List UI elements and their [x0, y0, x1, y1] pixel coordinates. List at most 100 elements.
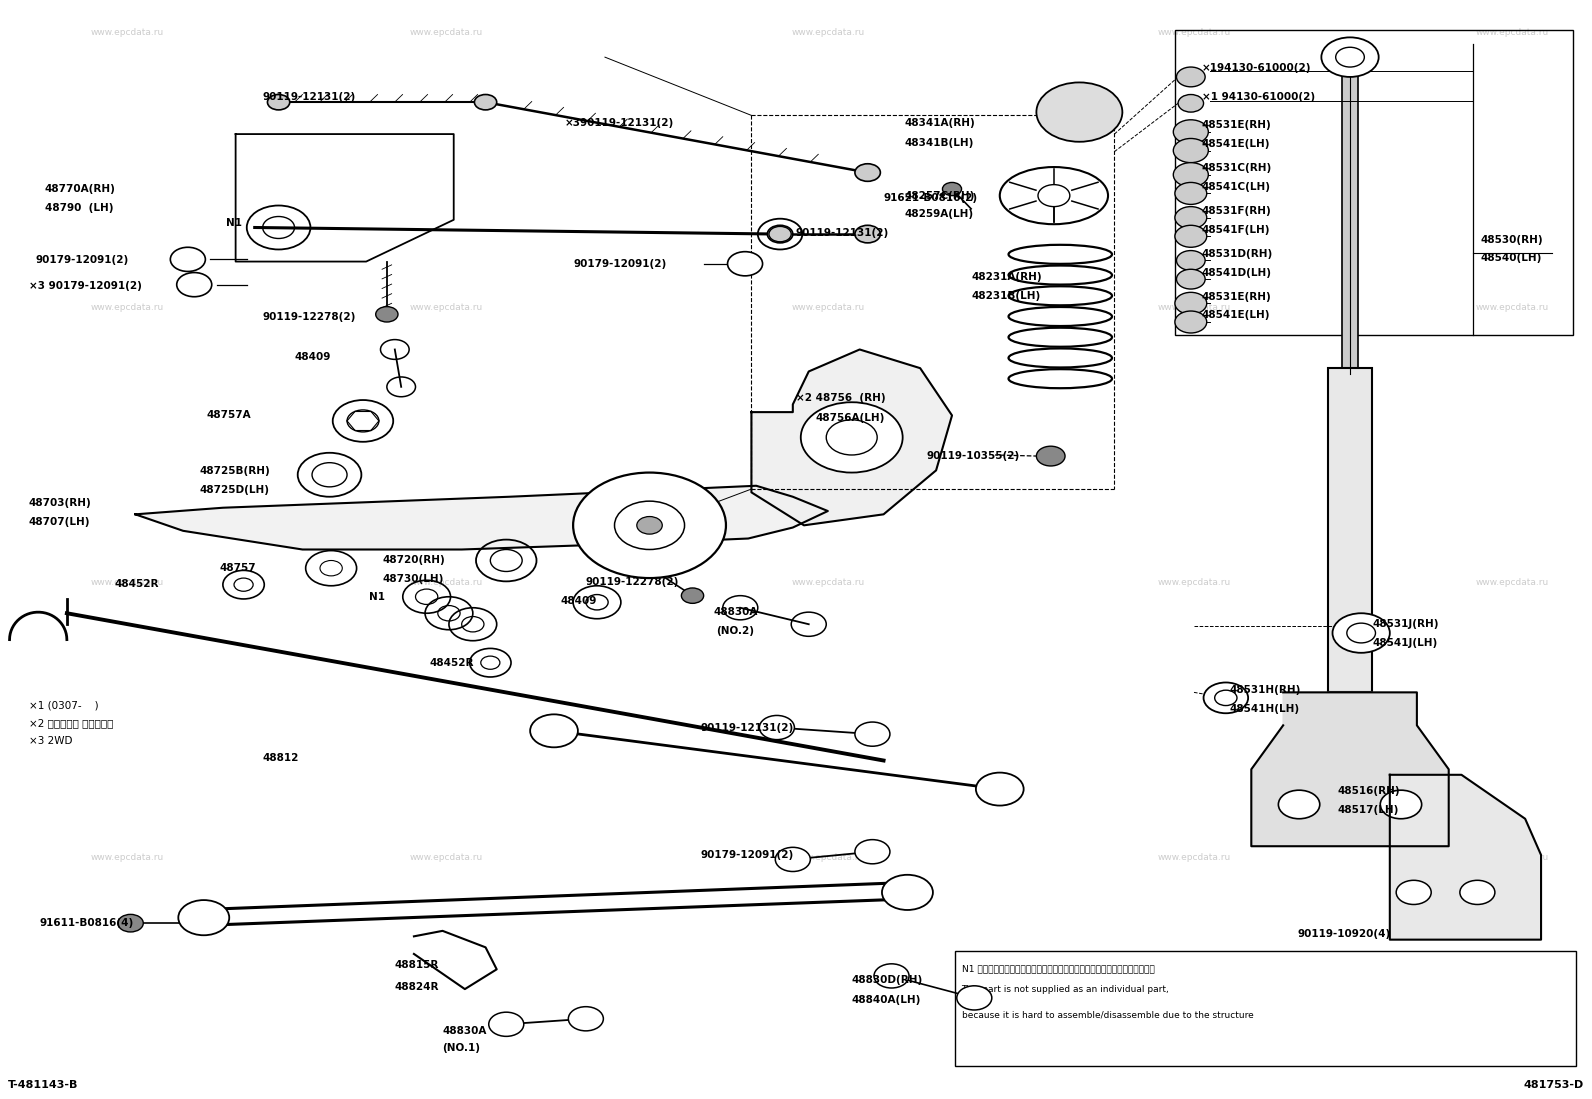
Text: 48830A: 48830A: [443, 1025, 487, 1036]
Text: 48257C(RH): 48257C(RH): [904, 190, 974, 201]
Circle shape: [1204, 682, 1248, 713]
Circle shape: [1396, 880, 1431, 904]
Circle shape: [1175, 182, 1207, 204]
Text: 48541J(LH): 48541J(LH): [1372, 637, 1438, 648]
Text: 48830D(RH): 48830D(RH): [852, 975, 923, 986]
Polygon shape: [1390, 775, 1541, 940]
Text: 48531E(RH): 48531E(RH): [1202, 120, 1272, 131]
Circle shape: [855, 840, 890, 864]
Text: www.epcdata.ru: www.epcdata.ru: [1157, 578, 1231, 587]
Text: www.epcdata.ru: www.epcdata.ru: [1476, 303, 1549, 312]
Text: 48541D(LH): 48541D(LH): [1202, 267, 1272, 278]
Text: 48409: 48409: [295, 352, 331, 363]
Text: 48452R: 48452R: [115, 578, 159, 589]
Text: 48541E(LH): 48541E(LH): [1202, 310, 1270, 321]
Polygon shape: [751, 349, 952, 525]
Circle shape: [1321, 37, 1379, 77]
Text: 90179-12091(2): 90179-12091(2): [35, 255, 129, 266]
Circle shape: [1176, 269, 1205, 289]
Text: T-481143-B: T-481143-B: [8, 1080, 78, 1090]
Text: 48517(LH): 48517(LH): [1337, 804, 1399, 815]
Text: 90119-12131(2): 90119-12131(2): [700, 722, 794, 733]
Text: 91621-B0816(2): 91621-B0816(2): [884, 192, 977, 203]
Text: 48720(RH): 48720(RH): [382, 555, 444, 566]
Circle shape: [855, 164, 880, 181]
Circle shape: [1175, 292, 1207, 314]
Circle shape: [1175, 311, 1207, 333]
Circle shape: [118, 914, 143, 932]
Text: 48790  (LH): 48790 (LH): [45, 202, 113, 213]
Circle shape: [1036, 446, 1065, 466]
Text: 90119-12131(2): 90119-12131(2): [796, 227, 890, 238]
Text: ×2 48756  (RH): ×2 48756 (RH): [796, 392, 885, 403]
Circle shape: [759, 715, 794, 740]
Text: 48341A(RH): 48341A(RH): [904, 118, 974, 129]
Text: 48530(RH): 48530(RH): [1481, 234, 1543, 245]
Text: (NO.1): (NO.1): [443, 1043, 481, 1054]
Text: 48409: 48409: [560, 596, 597, 607]
Circle shape: [1178, 95, 1204, 112]
Circle shape: [1036, 82, 1122, 142]
Text: N1: N1: [369, 591, 385, 602]
Polygon shape: [1251, 692, 1449, 846]
Text: 48541F(LH): 48541F(LH): [1202, 224, 1270, 235]
Circle shape: [1038, 185, 1070, 207]
Circle shape: [223, 570, 264, 599]
Text: N1 この部品は構造上分解・組付けが困難なため、単品では補充していません: N1 この部品は構造上分解・組付けが困難なため、単品では補充していません: [962, 965, 1154, 974]
Circle shape: [855, 722, 890, 746]
Circle shape: [1175, 225, 1207, 247]
Text: 48812: 48812: [263, 753, 299, 764]
Text: www.epcdata.ru: www.epcdata.ru: [409, 29, 482, 37]
Text: 48541E(LH): 48541E(LH): [1202, 138, 1270, 149]
Circle shape: [1278, 790, 1320, 819]
Text: www.epcdata.ru: www.epcdata.ru: [91, 853, 164, 862]
Text: 48840A(LH): 48840A(LH): [852, 995, 922, 1006]
Circle shape: [942, 182, 962, 196]
Circle shape: [267, 95, 290, 110]
Text: N1: N1: [226, 218, 242, 229]
Circle shape: [874, 964, 909, 988]
Text: 481753-D: 481753-D: [1524, 1080, 1584, 1090]
Text: www.epcdata.ru: www.epcdata.ru: [409, 578, 482, 587]
Circle shape: [474, 95, 497, 110]
Circle shape: [1176, 67, 1205, 87]
Circle shape: [1176, 251, 1205, 270]
Text: 48730(LH): 48730(LH): [382, 574, 444, 585]
Circle shape: [177, 273, 212, 297]
Text: www.epcdata.ru: www.epcdata.ru: [1476, 853, 1549, 862]
Circle shape: [573, 473, 726, 578]
Text: 48341B(LH): 48341B(LH): [904, 137, 974, 148]
Text: 48231B(LH): 48231B(LH): [971, 290, 1040, 301]
Circle shape: [1333, 613, 1390, 653]
Text: 48541C(LH): 48541C(LH): [1202, 181, 1270, 192]
Text: 48531E(RH): 48531E(RH): [1202, 291, 1272, 302]
Circle shape: [855, 225, 880, 243]
Circle shape: [767, 225, 793, 243]
Bar: [1328, 368, 1372, 692]
Circle shape: [1173, 138, 1208, 163]
Text: because it is hard to assemble/disassemble due to the structure: because it is hard to assemble/disassemb…: [962, 1011, 1253, 1020]
Text: 48725D(LH): 48725D(LH): [199, 485, 269, 496]
Text: 48531C(RH): 48531C(RH): [1202, 163, 1272, 174]
Circle shape: [1380, 790, 1422, 819]
Circle shape: [728, 252, 763, 276]
Circle shape: [957, 986, 992, 1010]
Text: 90119-12131(2): 90119-12131(2): [263, 91, 357, 102]
Circle shape: [376, 307, 398, 322]
Circle shape: [178, 900, 229, 935]
Text: 90179-12091(2): 90179-12091(2): [700, 850, 794, 861]
Text: www.epcdata.ru: www.epcdata.ru: [791, 853, 864, 862]
Text: (NO.2): (NO.2): [716, 625, 755, 636]
Text: 48830A: 48830A: [713, 607, 758, 618]
Circle shape: [882, 875, 933, 910]
Circle shape: [637, 517, 662, 534]
Text: 48540(LH): 48540(LH): [1481, 253, 1543, 264]
Text: www.epcdata.ru: www.epcdata.ru: [1476, 578, 1549, 587]
Text: 91611-B0816(4): 91611-B0816(4): [40, 918, 134, 929]
Text: www.epcdata.ru: www.epcdata.ru: [91, 29, 164, 37]
Circle shape: [573, 586, 621, 619]
Text: ×390119-12131(2): ×390119-12131(2): [565, 118, 675, 129]
Text: 48231A(RH): 48231A(RH): [971, 271, 1041, 282]
Text: 90119-12278(2): 90119-12278(2): [586, 577, 680, 588]
Text: 48770A(RH): 48770A(RH): [45, 184, 116, 195]
